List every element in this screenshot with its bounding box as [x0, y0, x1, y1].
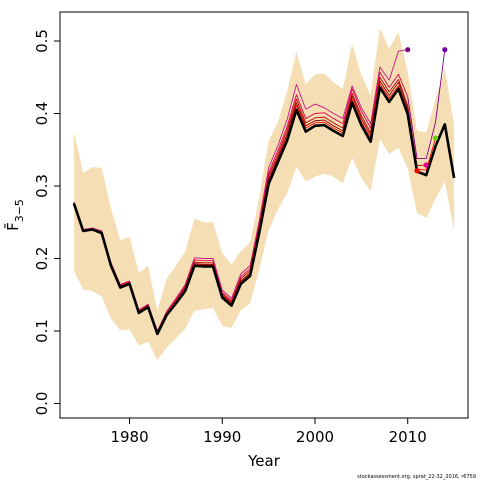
x-tick-label-2000: 2000 [296, 428, 334, 446]
x-tick-label-1990: 1990 [203, 428, 241, 446]
series-main-estimate-line [72, 86, 456, 336]
retro-end-point-3 [423, 162, 429, 168]
y-tick-label-5: 0.5 [33, 29, 51, 53]
x-tick-label-2010: 2010 [389, 428, 427, 446]
x-axis-title: Year [247, 452, 281, 470]
retro-end-point-1 [405, 47, 411, 53]
retro-end-point-2 [414, 168, 420, 174]
retro-end-point-4 [432, 135, 439, 141]
y-axis-title-main: F̄ [3, 222, 22, 231]
svg-text:F̄3−5: F̄3−5 [3, 199, 26, 231]
y-tick-label-4: 0.4 [33, 102, 51, 126]
credit-text: stockassessment.org, sprat_22-32_2016, r… [357, 474, 476, 480]
y-tick-label-2: 0.2 [33, 247, 51, 271]
y-tick-label-1: 0.1 [33, 319, 51, 343]
y-axis-title-subscript: 3−5 [13, 199, 26, 222]
y-tick-label-3: 0.3 [33, 174, 51, 198]
y-axis-title: F̄3−5 [3, 199, 26, 231]
plot-frame [59, 11, 469, 419]
series-retro-line-5 [73, 49, 408, 332]
series-retro-line-4 [73, 71, 409, 333]
series-retro-line-6 [407, 49, 446, 159]
x-tick-label-1980: 1980 [110, 428, 148, 446]
y-tick-label-0: 0.0 [33, 392, 51, 416]
retro-end-point-5 [442, 47, 448, 53]
